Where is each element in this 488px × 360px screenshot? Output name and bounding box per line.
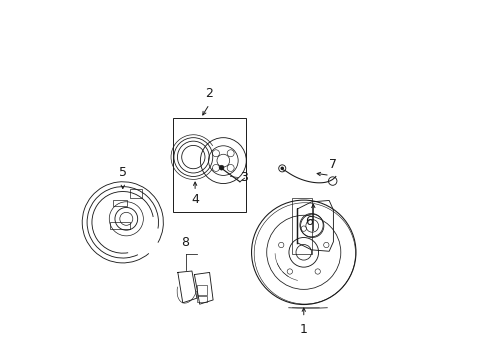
- Text: 7: 7: [329, 158, 337, 171]
- Text: 5: 5: [119, 166, 126, 179]
- Text: 1: 1: [299, 323, 307, 337]
- Circle shape: [219, 165, 224, 170]
- Bar: [113, 200, 127, 207]
- Text: 6: 6: [305, 215, 312, 228]
- Text: 3: 3: [240, 171, 247, 184]
- Bar: [197, 285, 207, 294]
- Text: 2: 2: [205, 87, 213, 100]
- Circle shape: [280, 167, 284, 170]
- Bar: [130, 189, 142, 198]
- Bar: [197, 296, 207, 302]
- Bar: [173, 118, 245, 212]
- Bar: [110, 222, 130, 229]
- Text: 4: 4: [191, 193, 199, 206]
- Text: 8: 8: [181, 236, 189, 249]
- Bar: [291, 198, 311, 254]
